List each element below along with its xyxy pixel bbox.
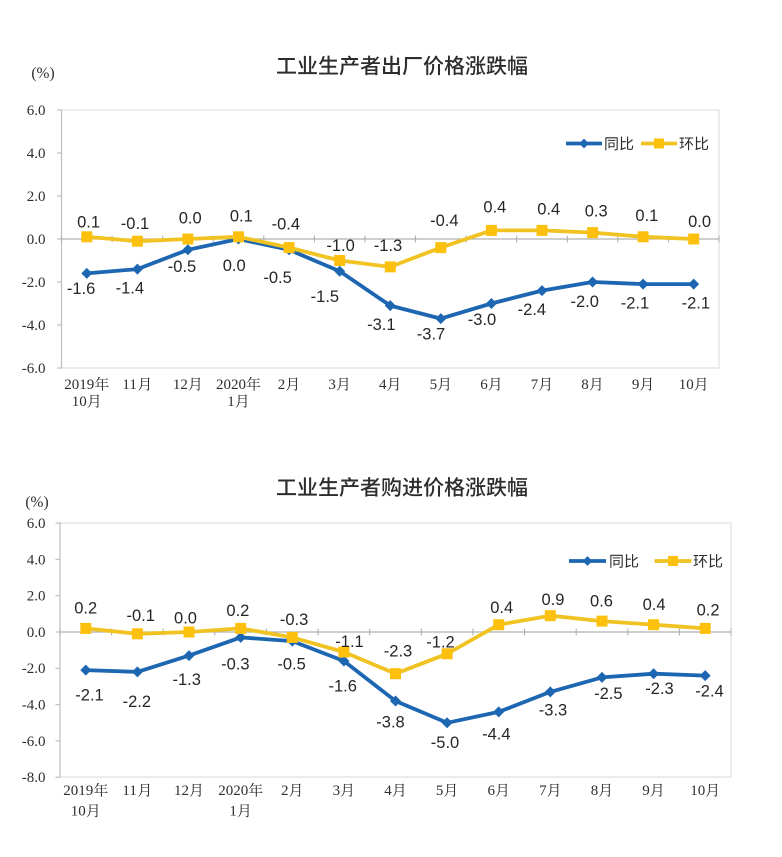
svg-text:12: 12 xyxy=(174,783,189,799)
svg-text:0.0: 0.0 xyxy=(688,213,711,231)
svg-text:0.0: 0.0 xyxy=(27,232,46,248)
svg-text:-0.5: -0.5 xyxy=(168,258,196,276)
svg-text:-1.4: -1.4 xyxy=(116,279,144,297)
svg-text:2: 2 xyxy=(278,377,286,393)
svg-text:-1.6: -1.6 xyxy=(67,280,95,298)
svg-text:2.0: 2.0 xyxy=(27,589,46,605)
svg-text:0.2: 0.2 xyxy=(226,602,249,620)
svg-text:7: 7 xyxy=(531,377,539,393)
svg-text:(%): (%) xyxy=(25,494,48,511)
svg-text:-0.3: -0.3 xyxy=(280,611,308,629)
svg-text:0.4: 0.4 xyxy=(490,599,513,617)
svg-text:-2.1: -2.1 xyxy=(621,295,649,313)
svg-text:-5.0: -5.0 xyxy=(431,734,459,752)
svg-text:4.0: 4.0 xyxy=(27,146,46,162)
svg-text:-3.1: -3.1 xyxy=(367,316,395,334)
svg-text:-2.4: -2.4 xyxy=(518,301,546,319)
svg-text:8: 8 xyxy=(581,377,589,393)
svg-text:10: 10 xyxy=(72,394,87,410)
svg-text:-1.1: -1.1 xyxy=(335,633,363,651)
svg-text:0.1: 0.1 xyxy=(635,207,658,225)
svg-text:-3.0: -3.0 xyxy=(468,311,496,329)
svg-text:-0.5: -0.5 xyxy=(263,269,291,287)
svg-text:5: 5 xyxy=(430,377,438,393)
svg-text:2: 2 xyxy=(281,783,289,799)
svg-text:-6.0: -6.0 xyxy=(22,361,46,377)
svg-text:11: 11 xyxy=(122,783,136,799)
svg-text:-1.3: -1.3 xyxy=(374,237,402,255)
svg-text:-0.4: -0.4 xyxy=(430,212,458,230)
svg-text:-1.3: -1.3 xyxy=(172,671,200,689)
svg-text:0.0: 0.0 xyxy=(27,625,46,641)
svg-text:2020: 2020 xyxy=(218,783,248,799)
svg-text:(%): (%) xyxy=(31,65,54,82)
svg-text:0.1: 0.1 xyxy=(77,214,100,232)
svg-text:1: 1 xyxy=(229,804,237,820)
svg-text:6: 6 xyxy=(488,783,496,799)
svg-text:4: 4 xyxy=(379,377,387,393)
svg-text:-4.4: -4.4 xyxy=(482,726,510,744)
svg-text:-2.5: -2.5 xyxy=(594,685,622,703)
svg-text:6.0: 6.0 xyxy=(27,516,46,532)
svg-text:-2.2: -2.2 xyxy=(123,693,151,711)
svg-text:-1.5: -1.5 xyxy=(311,288,339,306)
svg-text:12: 12 xyxy=(173,377,188,393)
svg-text:10: 10 xyxy=(71,804,86,820)
svg-text:-1.6: -1.6 xyxy=(328,678,356,696)
svg-text:10: 10 xyxy=(679,377,694,393)
svg-text:0.3: 0.3 xyxy=(585,203,608,221)
svg-text:-0.4: -0.4 xyxy=(272,215,300,233)
svg-text:5: 5 xyxy=(436,783,444,799)
svg-text:0.9: 0.9 xyxy=(542,591,565,609)
svg-text:-2.3: -2.3 xyxy=(384,643,412,661)
svg-text:9: 9 xyxy=(632,377,640,393)
svg-text:-6.0: -6.0 xyxy=(22,734,46,750)
svg-text:3: 3 xyxy=(328,377,336,393)
svg-text:-0.5: -0.5 xyxy=(277,656,305,674)
svg-text:2019: 2019 xyxy=(64,377,94,393)
svg-text:-1.0: -1.0 xyxy=(326,237,354,255)
svg-text:-2.0: -2.0 xyxy=(570,293,598,311)
svg-text:-4.0: -4.0 xyxy=(22,698,46,714)
svg-text:2020: 2020 xyxy=(216,377,246,393)
svg-text:8: 8 xyxy=(591,783,599,799)
svg-text:2019: 2019 xyxy=(63,783,93,799)
svg-text:10: 10 xyxy=(690,783,705,799)
svg-text:-2.3: -2.3 xyxy=(645,680,673,698)
svg-text:0.4: 0.4 xyxy=(643,596,666,614)
svg-text:0.6: 0.6 xyxy=(590,592,613,610)
svg-text:9: 9 xyxy=(642,783,650,799)
svg-text:-2.1: -2.1 xyxy=(682,295,710,313)
svg-text:2.0: 2.0 xyxy=(27,189,46,205)
svg-text:3: 3 xyxy=(333,783,341,799)
svg-text:4.0: 4.0 xyxy=(27,552,46,568)
svg-text:-3.3: -3.3 xyxy=(539,701,567,719)
svg-text:0.2: 0.2 xyxy=(74,600,97,618)
svg-text:-3.8: -3.8 xyxy=(376,714,404,732)
svg-text:0.4: 0.4 xyxy=(483,199,506,217)
svg-text:-8.0: -8.0 xyxy=(22,770,46,786)
svg-text:0.2: 0.2 xyxy=(697,602,720,620)
svg-text:0.1: 0.1 xyxy=(230,207,253,225)
svg-text:0.0: 0.0 xyxy=(179,209,202,227)
svg-text:-1.2: -1.2 xyxy=(426,633,454,651)
svg-text:0.4: 0.4 xyxy=(537,201,560,219)
svg-text:-0.1: -0.1 xyxy=(121,215,149,233)
svg-text:-0.1: -0.1 xyxy=(126,607,154,625)
svg-text:1: 1 xyxy=(227,394,235,410)
svg-text:-3.7: -3.7 xyxy=(417,326,445,344)
svg-text:11: 11 xyxy=(122,377,136,393)
svg-text:4: 4 xyxy=(384,783,392,799)
svg-text:7: 7 xyxy=(539,783,547,799)
svg-text:-2.1: -2.1 xyxy=(75,687,103,705)
svg-text:6: 6 xyxy=(480,377,488,393)
svg-text:-4.0: -4.0 xyxy=(22,318,46,334)
svg-text:-2.0: -2.0 xyxy=(22,275,46,291)
svg-text:0.0: 0.0 xyxy=(223,257,246,275)
svg-text:-2.4: -2.4 xyxy=(695,683,723,701)
svg-text:-2.0: -2.0 xyxy=(22,661,46,677)
svg-text:-0.3: -0.3 xyxy=(221,656,249,674)
svg-text:0.0: 0.0 xyxy=(174,610,197,628)
svg-text:6.0: 6.0 xyxy=(27,103,46,119)
